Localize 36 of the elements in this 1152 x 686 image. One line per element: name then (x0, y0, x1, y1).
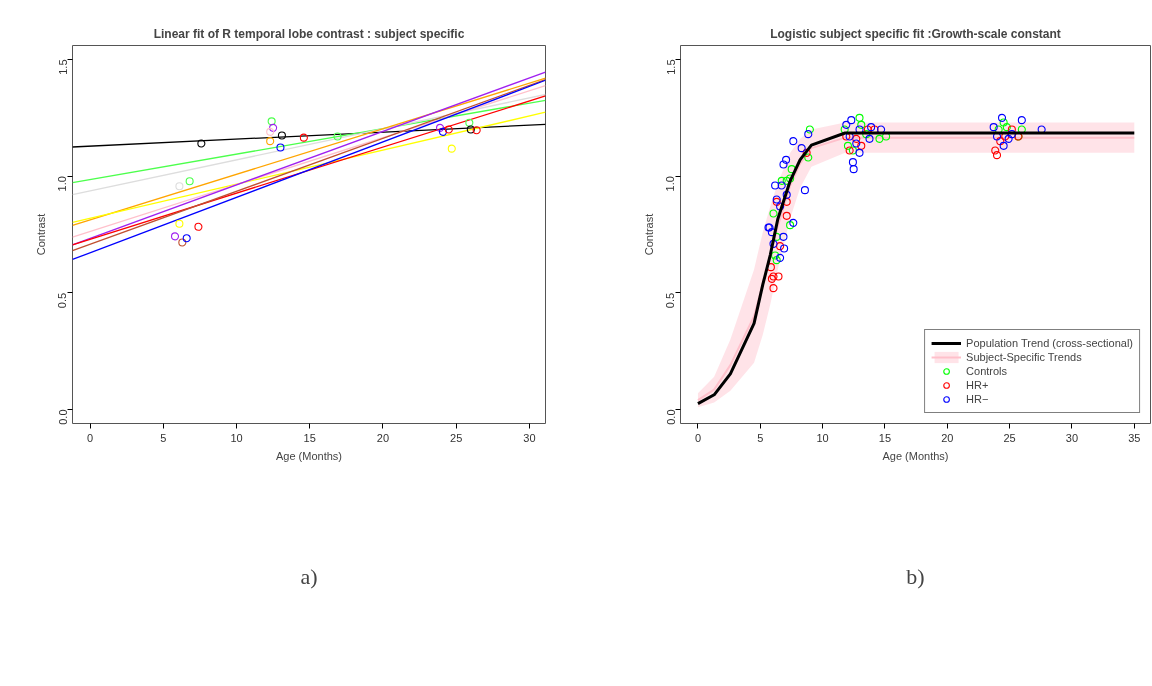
x-tick-label: 20 (941, 431, 954, 444)
x-tick-label: 5 (160, 431, 167, 444)
y-axis-title: Contrast (642, 213, 655, 256)
x-axis-title: Age (Months) (275, 449, 343, 462)
y-tick-label: 0.0 (56, 409, 69, 425)
y-tick-label: 0.0 (664, 409, 677, 425)
x-tick-label: 15 (878, 431, 892, 444)
x-tick-label: 30 (523, 431, 536, 444)
legend-label: Subject-Specific Trends (966, 350, 1082, 364)
x-tick-label: 30 (1065, 431, 1079, 444)
x-tick-label: 15 (303, 431, 316, 444)
x-tick-label: 0 (87, 431, 94, 444)
y-axis-title: Contrast (34, 213, 47, 256)
legend-label: HR+ (966, 378, 989, 392)
legend-label: Population Trend (cross-sectional) (966, 336, 1133, 350)
legend-label: HR− (966, 392, 989, 406)
x-tick-label: 25 (450, 431, 463, 444)
y-tick-label: 1.0 (56, 176, 69, 192)
y-tick-label: 1.5 (56, 59, 69, 75)
y-tick-label: 1.0 (664, 176, 677, 192)
y-tick-label: 0.5 (664, 292, 677, 309)
x-tick-label: 5 (757, 431, 764, 444)
x-tick-label: 35 (1128, 431, 1141, 444)
x-tick-label: 25 (1003, 431, 1016, 444)
chart-title: Logistic subject specific fit :Growth-scale constant (770, 26, 1061, 41)
x-axis-title: Age (Months) (882, 449, 949, 462)
x-tick-label: 10 (816, 431, 829, 444)
text: b) (906, 564, 925, 589)
x-tick-label: 10 (230, 431, 243, 444)
legend-label: Controls (966, 364, 1008, 378)
y-tick-label: 0.5 (56, 292, 69, 309)
chart-title: Linear fit of R temporal lobe contrast : subject specific (153, 26, 465, 41)
text: a) (300, 564, 318, 589)
x-tick-label: 0 (694, 431, 702, 444)
y-tick-label: 1.5 (664, 59, 677, 75)
x-tick-label: 20 (376, 431, 390, 444)
